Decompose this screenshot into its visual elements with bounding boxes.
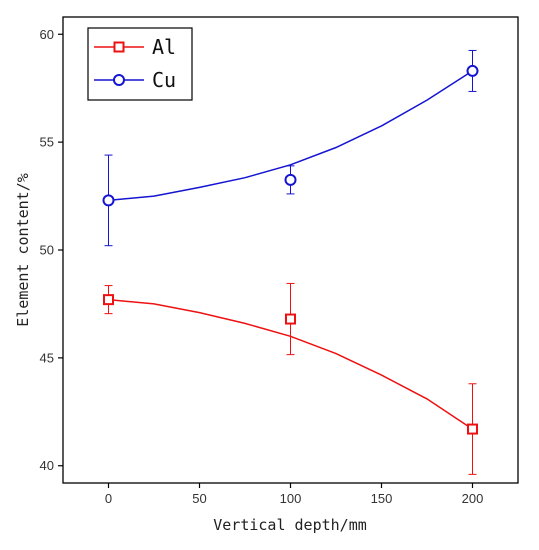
series-al xyxy=(103,282,478,475)
x-tick-label: 50 xyxy=(192,491,206,506)
data-point-al xyxy=(285,313,296,325)
x-tick-label: 100 xyxy=(280,491,302,506)
y-tick-label: 40 xyxy=(40,458,54,473)
y-tick-label: 45 xyxy=(40,350,54,365)
x-tick-label: 200 xyxy=(462,491,484,506)
data-point-cu xyxy=(102,194,115,207)
legend-label-cu: Cu xyxy=(152,68,176,92)
series-layer xyxy=(102,49,479,475)
x-axis-title: Vertical depth/mm xyxy=(213,516,367,534)
data-point-al xyxy=(103,294,114,306)
x-tick-label: 150 xyxy=(371,491,393,506)
legend-entry-al: Al xyxy=(94,35,176,59)
data-point-cu xyxy=(284,173,297,186)
legend-box xyxy=(87,27,193,101)
axis-ticks: 0 50 100 150 200 40 45 50 55 60 xyxy=(40,27,484,506)
y-tick-label: 55 xyxy=(40,135,54,150)
x-tick-label: 0 xyxy=(105,491,112,506)
series-cu xyxy=(102,49,479,247)
legend-entry-cu: Cu xyxy=(94,68,176,92)
legend-label-al: Al xyxy=(152,35,176,59)
y-tick-label: 60 xyxy=(40,27,54,42)
legend: Al Cu xyxy=(87,27,193,101)
data-point-cu xyxy=(466,64,479,77)
legend-marker-cu xyxy=(113,74,125,86)
data-point-al xyxy=(467,423,478,435)
y-axis-title: Element content/% xyxy=(14,173,32,327)
series-line-cu xyxy=(108,70,473,202)
legend-marker-al xyxy=(113,41,125,53)
y-tick-label: 50 xyxy=(40,243,54,258)
